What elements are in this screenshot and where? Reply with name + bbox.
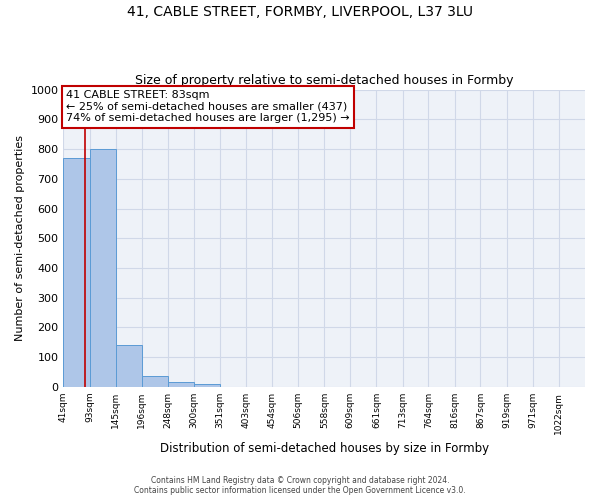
Title: Size of property relative to semi-detached houses in Formby: Size of property relative to semi-detach… <box>135 74 514 87</box>
Text: 41, CABLE STREET, FORMBY, LIVERPOOL, L37 3LU: 41, CABLE STREET, FORMBY, LIVERPOOL, L37… <box>127 5 473 19</box>
Y-axis label: Number of semi-detached properties: Number of semi-detached properties <box>15 135 25 341</box>
Bar <box>89 149 116 387</box>
X-axis label: Distribution of semi-detached houses by size in Formby: Distribution of semi-detached houses by … <box>160 442 489 455</box>
Bar <box>142 376 168 387</box>
Text: 41 CABLE STREET: 83sqm
← 25% of semi-detached houses are smaller (437)
74% of se: 41 CABLE STREET: 83sqm ← 25% of semi-det… <box>66 90 350 124</box>
Bar <box>64 158 89 387</box>
Bar <box>168 382 194 387</box>
Text: Contains HM Land Registry data © Crown copyright and database right 2024.
Contai: Contains HM Land Registry data © Crown c… <box>134 476 466 495</box>
Bar <box>116 346 142 387</box>
Bar <box>194 384 220 387</box>
